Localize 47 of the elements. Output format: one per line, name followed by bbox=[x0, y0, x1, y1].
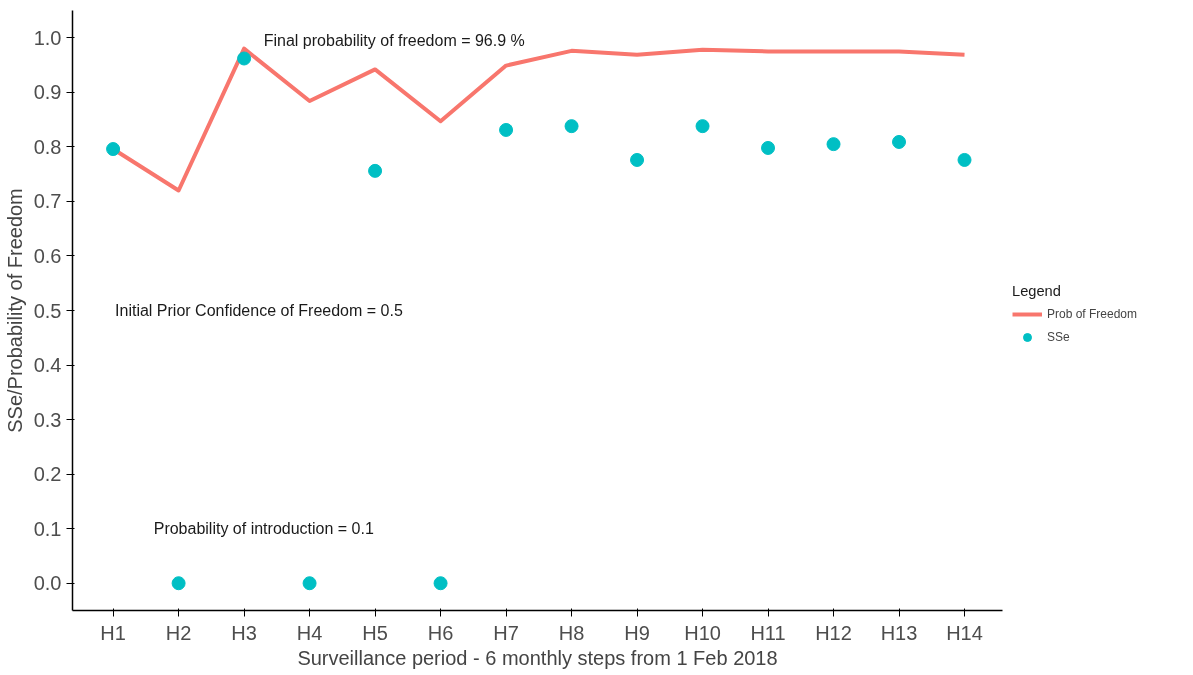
x-tick-label: H14 bbox=[946, 621, 983, 644]
y-tick-label: 0.6 bbox=[33, 244, 62, 267]
x-tick-label: H9 bbox=[624, 621, 650, 644]
x-tick-label: H11 bbox=[750, 621, 786, 644]
point bbox=[761, 140, 776, 155]
legend-title: Legend bbox=[1012, 282, 1062, 299]
x-tick-label: H1 bbox=[100, 621, 126, 644]
point bbox=[695, 119, 710, 134]
x-tick-label: H2 bbox=[165, 621, 192, 644]
x-tick-label: H4 bbox=[296, 621, 323, 644]
y-tick-label: 0.2 bbox=[33, 463, 62, 486]
point bbox=[564, 119, 579, 134]
point bbox=[237, 51, 252, 66]
x-tick-label: H8 bbox=[558, 621, 585, 644]
point bbox=[630, 152, 645, 167]
y-tick-label: 0.8 bbox=[33, 135, 62, 158]
y-tick-label: 0.0 bbox=[33, 572, 62, 595]
point bbox=[433, 576, 448, 591]
annotation: Final probability of freedom = 96.9 % bbox=[263, 32, 525, 49]
point bbox=[302, 576, 317, 591]
y-tick-label: 0.1 bbox=[33, 517, 62, 540]
y-tick-label: 0.7 bbox=[33, 190, 62, 213]
x-tick-label: H5 bbox=[362, 621, 388, 644]
x-tick-label: H10 bbox=[684, 621, 721, 644]
x-tick-label: H3 bbox=[231, 621, 257, 644]
point bbox=[826, 137, 841, 152]
annotation: Initial Prior Confidence of Freedom = 0.5 bbox=[115, 302, 403, 319]
point bbox=[368, 163, 383, 178]
point bbox=[892, 134, 907, 149]
point bbox=[171, 576, 186, 591]
y-axis-title: SSe/Probability of Freedom bbox=[3, 188, 26, 433]
y-tick-label: 0.9 bbox=[33, 81, 62, 104]
legend-label: SSe bbox=[1047, 329, 1070, 344]
y-tick-label: 1.0 bbox=[33, 26, 62, 49]
y-tick-label: 0.3 bbox=[33, 408, 62, 431]
y-tick-label: 0.4 bbox=[33, 354, 62, 377]
y-tick-label: 0.5 bbox=[33, 299, 62, 322]
x-tick-label: H7 bbox=[493, 621, 519, 644]
x-tick-label: H6 bbox=[427, 621, 454, 644]
x-axis-title: Surveillance period - 6 monthly steps from 1 Feb 2018 bbox=[297, 646, 778, 669]
legend-label: Prob of Freedom bbox=[1047, 306, 1138, 321]
point bbox=[106, 142, 121, 157]
x-tick-label: H12 bbox=[815, 621, 852, 644]
x-tick-label: H13 bbox=[880, 621, 918, 644]
point bbox=[957, 152, 972, 167]
annotation: Probability of introduction = 0.1 bbox=[153, 520, 374, 538]
point bbox=[499, 122, 514, 137]
